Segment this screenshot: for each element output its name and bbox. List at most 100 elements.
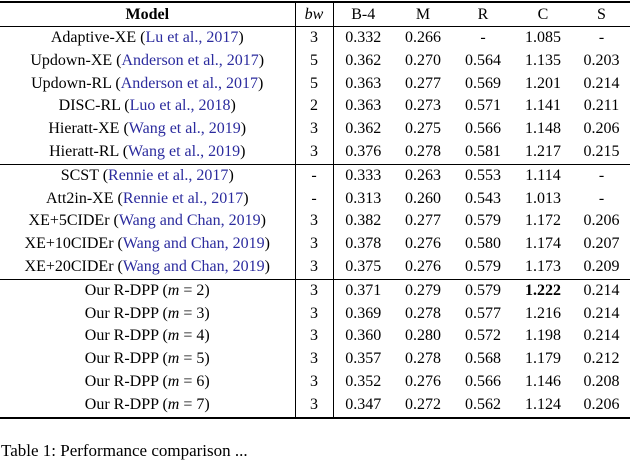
r-cell: 0.580 bbox=[465, 235, 501, 253]
r-cell: - bbox=[480, 29, 486, 46]
citation-link[interactable]: Wang and Chan, 2019 bbox=[118, 212, 261, 230]
model-cell: Our R-DPP (m = 5) bbox=[0, 348, 296, 371]
bw-cell: 3 bbox=[295, 393, 334, 418]
table-row: Our R-DPP (m = 7) 3 0.347 0.272 0.562 1.… bbox=[0, 393, 630, 418]
b4-cell: 0.369 bbox=[345, 304, 382, 322]
model-name: Our R-DPP ( bbox=[84, 350, 168, 368]
bw-cell: 3 bbox=[295, 370, 334, 394]
math-var-m: m bbox=[167, 350, 180, 368]
b4-cell: 0.362 bbox=[345, 51, 382, 69]
bw-cell: 3 bbox=[295, 302, 334, 326]
b4-cell: 0.332 bbox=[345, 29, 382, 46]
model-name: Hieratt-RL ( bbox=[49, 142, 129, 160]
m-cell: 0.279 bbox=[405, 281, 441, 299]
table-row: Updown-XE (Anderson et al., 2017) 5 0.36… bbox=[0, 49, 630, 73]
s-cell: - bbox=[598, 166, 605, 184]
table-row: Updown-RL (Anderson et al., 2017) 5 0.36… bbox=[0, 72, 630, 96]
citation-link[interactable]: Lu et al., 2017 bbox=[145, 29, 239, 46]
table-row: XE+20CIDEr (Wang and Chan, 2019) 3 0.375… bbox=[0, 255, 630, 280]
col-header-b4: B-4 bbox=[333, 2, 393, 27]
bw-cell: 3 bbox=[295, 210, 334, 234]
bw-cell: - bbox=[295, 187, 334, 211]
model-cell: XE+10CIDEr (Wang and Chan, 2019) bbox=[0, 233, 296, 256]
math-var-m: m bbox=[167, 281, 180, 299]
r-cell: 0.566 bbox=[465, 372, 501, 390]
b4-cell: 0.352 bbox=[345, 372, 382, 390]
citation-link[interactable]: Wang et al., 2019 bbox=[128, 120, 241, 138]
table-row: Our R-DPP (m = 4) 3 0.360 0.280 0.572 1.… bbox=[0, 325, 630, 349]
m-cell: 0.275 bbox=[405, 120, 441, 138]
model-name: Our R-DPP ( bbox=[84, 304, 168, 322]
model-name-end: ) bbox=[243, 189, 249, 207]
model-name-end: = 4) bbox=[179, 327, 210, 345]
table-row: XE+10CIDEr (Wang and Chan, 2019) 3 0.378… bbox=[0, 233, 630, 256]
c-cell: 1.173 bbox=[513, 255, 573, 280]
c-cell: 1.146 bbox=[525, 372, 561, 390]
r-cell: 0.579 bbox=[465, 281, 501, 299]
s-cell: 0.214 bbox=[583, 304, 620, 322]
table-row: XE+5CIDEr (Wang and Chan, 2019) 3 0.382 … bbox=[0, 210, 630, 234]
citation-link[interactable]: Luo et al., 2018 bbox=[129, 97, 231, 115]
m-cell: 0.273 bbox=[405, 97, 441, 115]
table-row: Our R-DPP (m = 3) 3 0.369 0.278 0.577 1.… bbox=[0, 302, 630, 326]
bw-cell: - bbox=[295, 164, 334, 188]
s-cell: 0.214 bbox=[583, 281, 620, 299]
m-cell: 0.278 bbox=[393, 140, 453, 165]
m-cell: 0.277 bbox=[405, 212, 441, 230]
model-cell: Att2in-XE (Rennie et al., 2017) bbox=[0, 187, 296, 211]
citation-link[interactable]: Anderson et al., 2017 bbox=[120, 74, 259, 92]
bw-cell: 3 bbox=[295, 118, 334, 141]
r-cell: 0.581 bbox=[453, 140, 513, 165]
citation-link[interactable]: Wang and Chan, 2019 bbox=[122, 235, 265, 253]
b4-cell: 0.357 bbox=[345, 350, 382, 368]
b4-cell: 0.363 bbox=[345, 74, 382, 92]
citation-link[interactable]: Anderson et al., 2017 bbox=[121, 51, 259, 69]
model-name-end: = 3) bbox=[179, 304, 210, 322]
c-cell: 1.085 bbox=[525, 29, 561, 46]
col-header-bw: bw bbox=[295, 2, 334, 27]
b4-cell: 0.363 bbox=[345, 97, 382, 115]
citation-link[interactable]: Wang et al., 2019 bbox=[128, 142, 241, 160]
r-cell: 0.571 bbox=[465, 97, 501, 115]
r-cell: 0.579 bbox=[465, 212, 501, 230]
model-name-end: ) bbox=[264, 257, 270, 275]
m-cell: 0.270 bbox=[405, 51, 441, 69]
model-name: Att2in-XE ( bbox=[45, 189, 123, 207]
s-cell: 0.212 bbox=[583, 350, 620, 368]
model-name: DISC-RL ( bbox=[58, 97, 130, 115]
c-cell: 1.114 bbox=[525, 166, 561, 184]
model-name: Adaptive-XE ( bbox=[50, 29, 146, 46]
table-row: Our R-DPP (m = 5) 3 0.357 0.278 0.568 1.… bbox=[0, 348, 630, 371]
m-cell: 0.278 bbox=[405, 304, 441, 322]
s-cell: 0.208 bbox=[583, 372, 620, 390]
model-cell: DISC-RL (Luo et al., 2018) bbox=[0, 95, 296, 119]
model-cell: Our R-DPP (m = 7) bbox=[0, 393, 296, 418]
model-cell: Our R-DPP (m = 3) bbox=[0, 302, 296, 326]
citation-link[interactable]: Rennie et al., 2017 bbox=[122, 189, 244, 207]
s-cell: 0.206 bbox=[583, 120, 620, 138]
c-cell: 1.174 bbox=[525, 235, 561, 253]
s-cell: 0.214 bbox=[583, 327, 620, 345]
bw-cell: 3 bbox=[295, 233, 334, 256]
bw-cell: 5 bbox=[295, 72, 334, 96]
model-name-end: ) bbox=[240, 120, 247, 138]
r-cell: 0.569 bbox=[465, 74, 501, 92]
c-cell: 1.217 bbox=[513, 140, 573, 165]
model-cell: Updown-XE (Anderson et al., 2017) bbox=[0, 49, 296, 73]
citation-link[interactable]: Wang and Chan, 2019 bbox=[122, 257, 265, 275]
results-table: Model bw B-4 M R C S Adaptive-XE (Lu et … bbox=[0, 1, 630, 419]
c-cell: 1.148 bbox=[525, 120, 561, 138]
b4-cell: 0.362 bbox=[345, 120, 382, 138]
r-cell: 0.562 bbox=[465, 395, 501, 413]
s-cell: 0.211 bbox=[583, 97, 620, 115]
model-name: Our R-DPP ( bbox=[84, 372, 168, 390]
b4-cell: 0.360 bbox=[345, 327, 382, 345]
bw-cell: 2 bbox=[295, 95, 334, 119]
model-name-end: ) bbox=[260, 212, 266, 230]
citation-link[interactable]: Rennie et al., 2017 bbox=[108, 166, 229, 184]
s-cell: 0.215 bbox=[573, 140, 630, 165]
model-cell: SCST (Rennie et al., 2017) bbox=[0, 164, 296, 188]
table-row: SCST (Rennie et al., 2017) - 0.333 0.263… bbox=[0, 164, 630, 188]
model-name-end: ) bbox=[228, 166, 234, 184]
r-cell: 0.543 bbox=[465, 189, 501, 207]
